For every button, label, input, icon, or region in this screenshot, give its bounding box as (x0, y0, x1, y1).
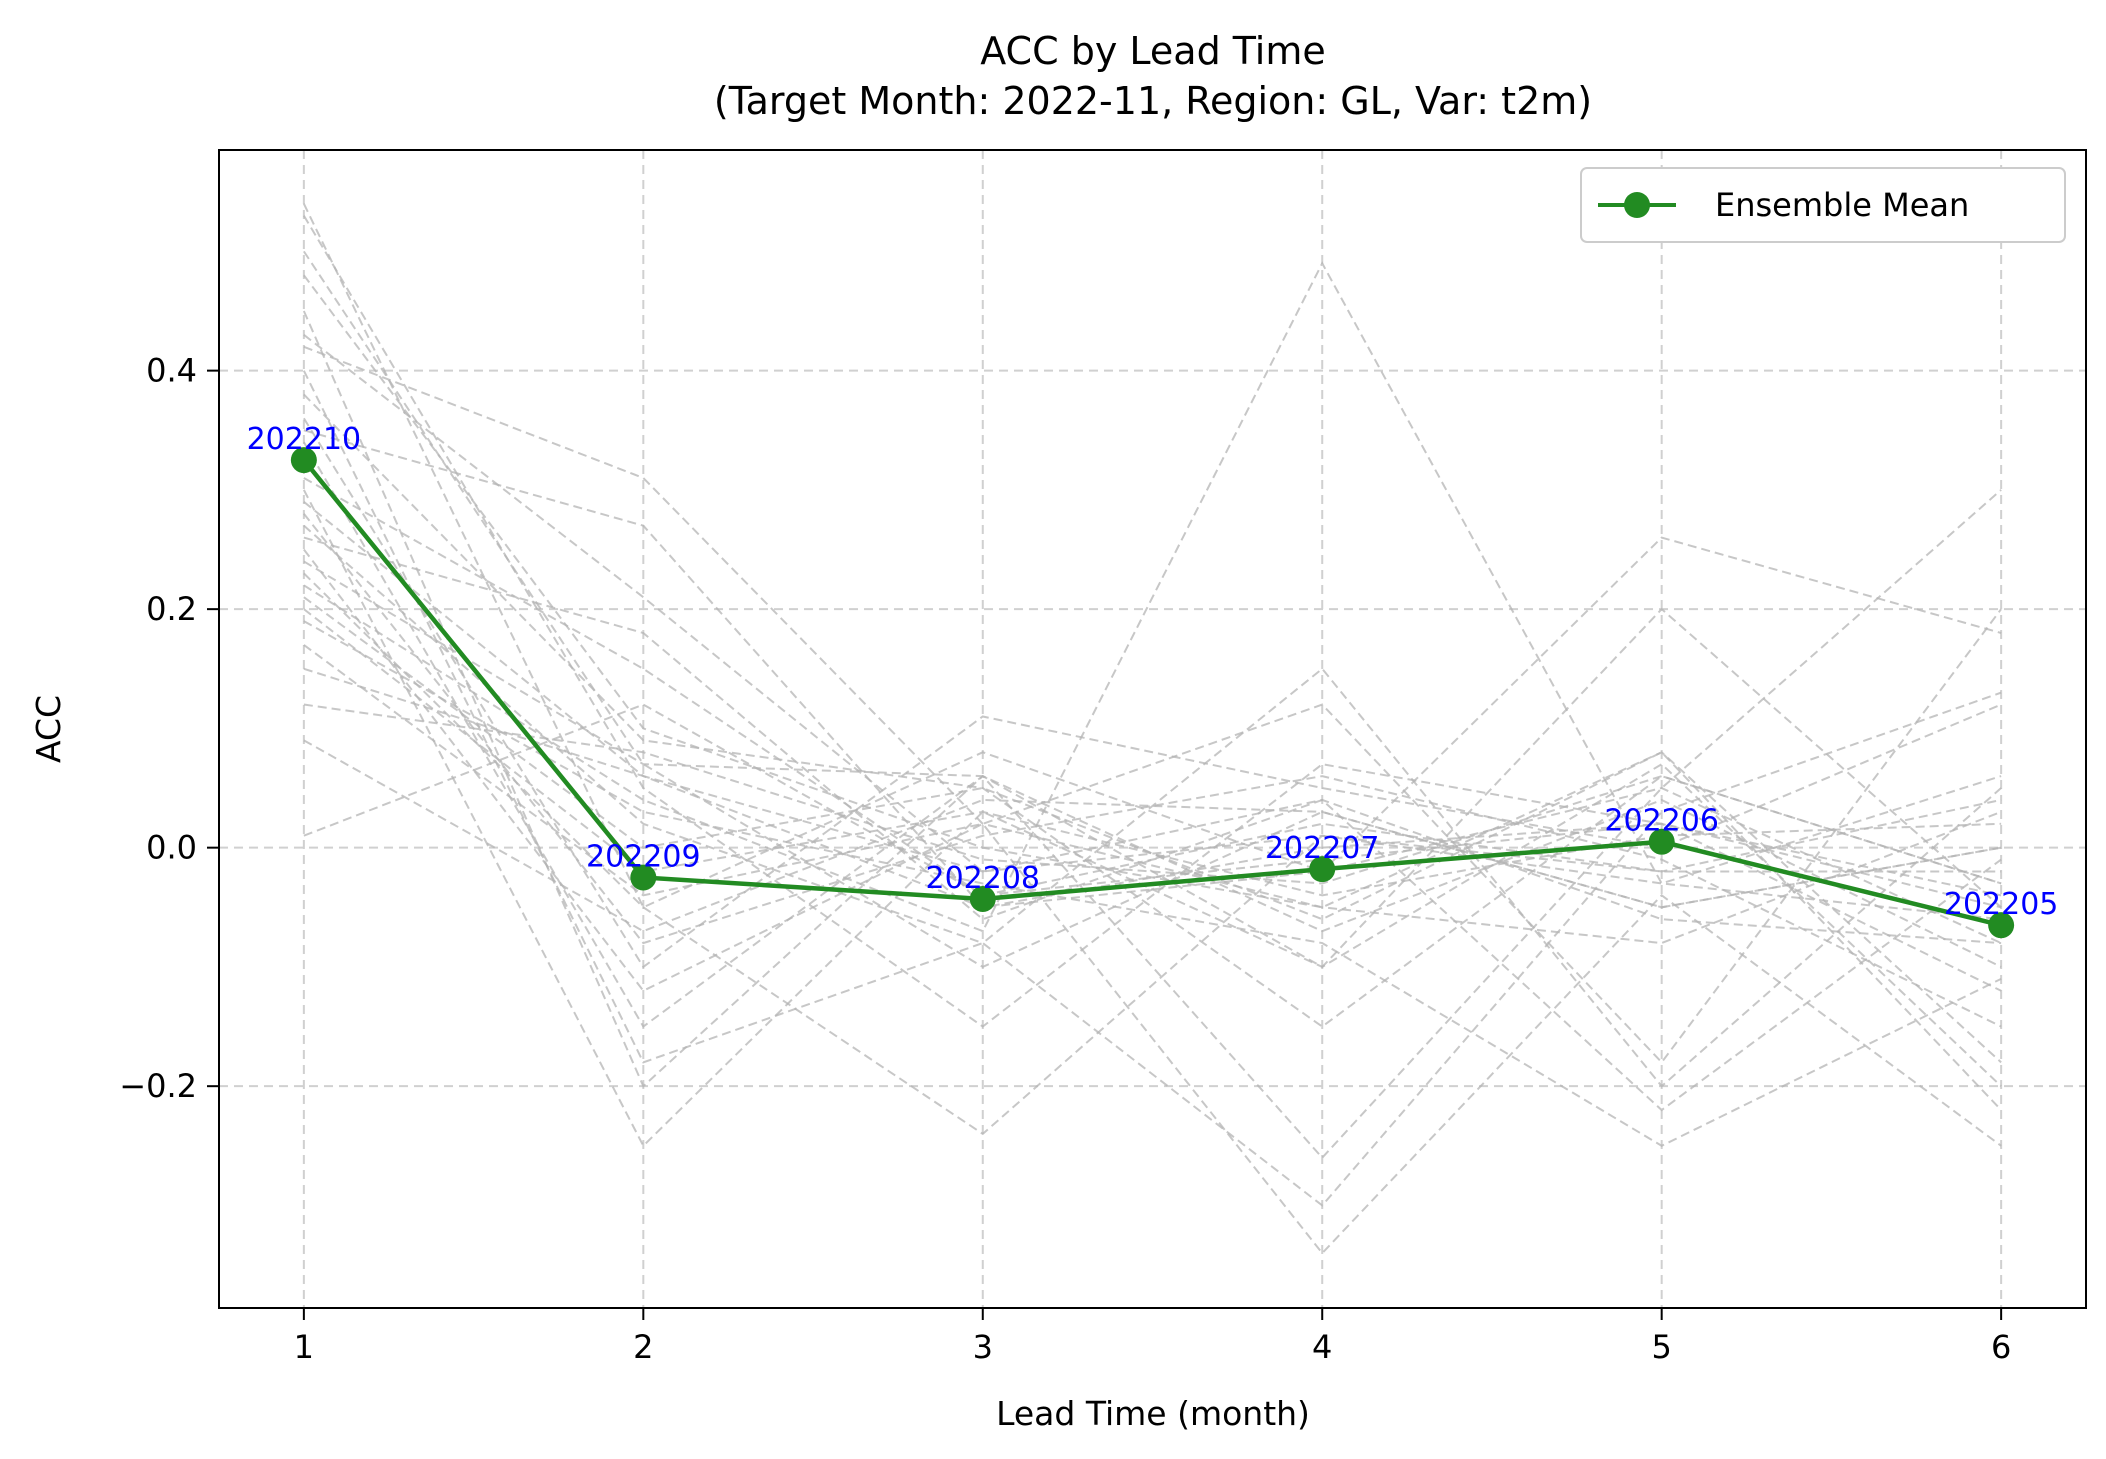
x-tick-label: 1 (294, 1328, 314, 1366)
ensemble-member-line (303, 572, 2002, 1136)
ensemble-member-line (302, 489, 2002, 1148)
x-tick-label: 2 (633, 1328, 653, 1366)
ensemble-mean-line (302, 458, 2002, 928)
ensemble-member-line (303, 417, 2002, 969)
ensemble-member-line (303, 345, 2002, 945)
ensemble-member-line (303, 703, 2002, 885)
ensemble-mean-point (969, 885, 996, 912)
ensemble-member-line (302, 441, 2002, 1029)
ensemble-member-line (302, 310, 2002, 1088)
y-axis-label: ACC (29, 695, 68, 763)
legend-label-ensemble-mean: Ensemble Mean (1715, 186, 1969, 224)
ensemble-member-line (302, 203, 2002, 944)
x-tick-label: 4 (1312, 1328, 1332, 1366)
x-tick-label: 6 (1991, 1328, 2011, 1366)
ensemble-member-line (302, 370, 2002, 1088)
y-axis-ticks: −0.2 0.0 0.2 0.4 (119, 352, 219, 1105)
ensemble-mean-point (1988, 912, 2015, 939)
ensemble-member-line (303, 703, 2002, 897)
ensemble-member-line (303, 489, 2002, 1160)
point-label: 202207 (1265, 831, 1380, 866)
ensemble-member-line (303, 608, 2002, 1064)
y-tick-label: 0.4 (146, 352, 197, 390)
ensemble-mean-point (290, 447, 317, 474)
legend-box (1580, 167, 2066, 243)
point-labels: 202210 202209 202208 202207 202206 202205 (247, 422, 2059, 922)
ensemble-member-line (303, 548, 2002, 1255)
x-tick-label: 5 (1652, 1328, 1672, 1366)
x-axis-ticks: 1 2 3 4 5 6 (294, 1308, 2011, 1366)
x-axis-label: Lead Time (month) (996, 1394, 1310, 1433)
ensemble-member-line (303, 261, 2002, 933)
ensemble-mean-point (1648, 828, 1675, 855)
ensemble-member-line (303, 429, 2002, 909)
ensemble-member-line (303, 524, 2002, 1207)
ensemble-member-line (303, 667, 2002, 909)
ensemble-member-line (303, 620, 2002, 1147)
ensemble-member-line (303, 513, 2002, 1028)
ensemble-mean-point (630, 864, 657, 891)
chart-subtitle: (Target Month: 2022-11, Region: GL, Var:… (714, 79, 1592, 123)
ensemble-member-line (303, 477, 2002, 897)
y-tick-label: 0.0 (146, 829, 197, 867)
plot-area-frame (218, 149, 2087, 1309)
ensemble-member-lines (302, 203, 2002, 1255)
point-label: 202209 (586, 839, 701, 874)
ensemble-mean-point (1309, 856, 1336, 883)
ensemble-member-line (303, 215, 2002, 1028)
ensemble-mean-series (290, 447, 2015, 939)
chart-title: ACC by Lead Time (980, 29, 1326, 73)
ensemble-member-line (303, 536, 2002, 1112)
point-label: 202208 (926, 861, 1041, 896)
y-tick-label: 0.2 (146, 590, 197, 628)
ensemble-member-line (303, 334, 2002, 885)
legend-marker-swatch (1624, 192, 1650, 218)
ensemble-member-line (303, 393, 2002, 1028)
point-label: 202210 (247, 422, 362, 457)
x-tick-label: 3 (973, 1328, 993, 1366)
point-label: 202205 (1944, 887, 2059, 922)
y-tick-label: −0.2 (119, 1067, 197, 1105)
ensemble-member-line (303, 608, 2002, 897)
ensemble-member-line (303, 739, 2002, 933)
point-label: 202206 (1604, 804, 1719, 839)
ensemble-member-line (303, 274, 2002, 1064)
legend: Ensemble Mean (1580, 167, 2066, 243)
grid-lines (219, 150, 2086, 1308)
